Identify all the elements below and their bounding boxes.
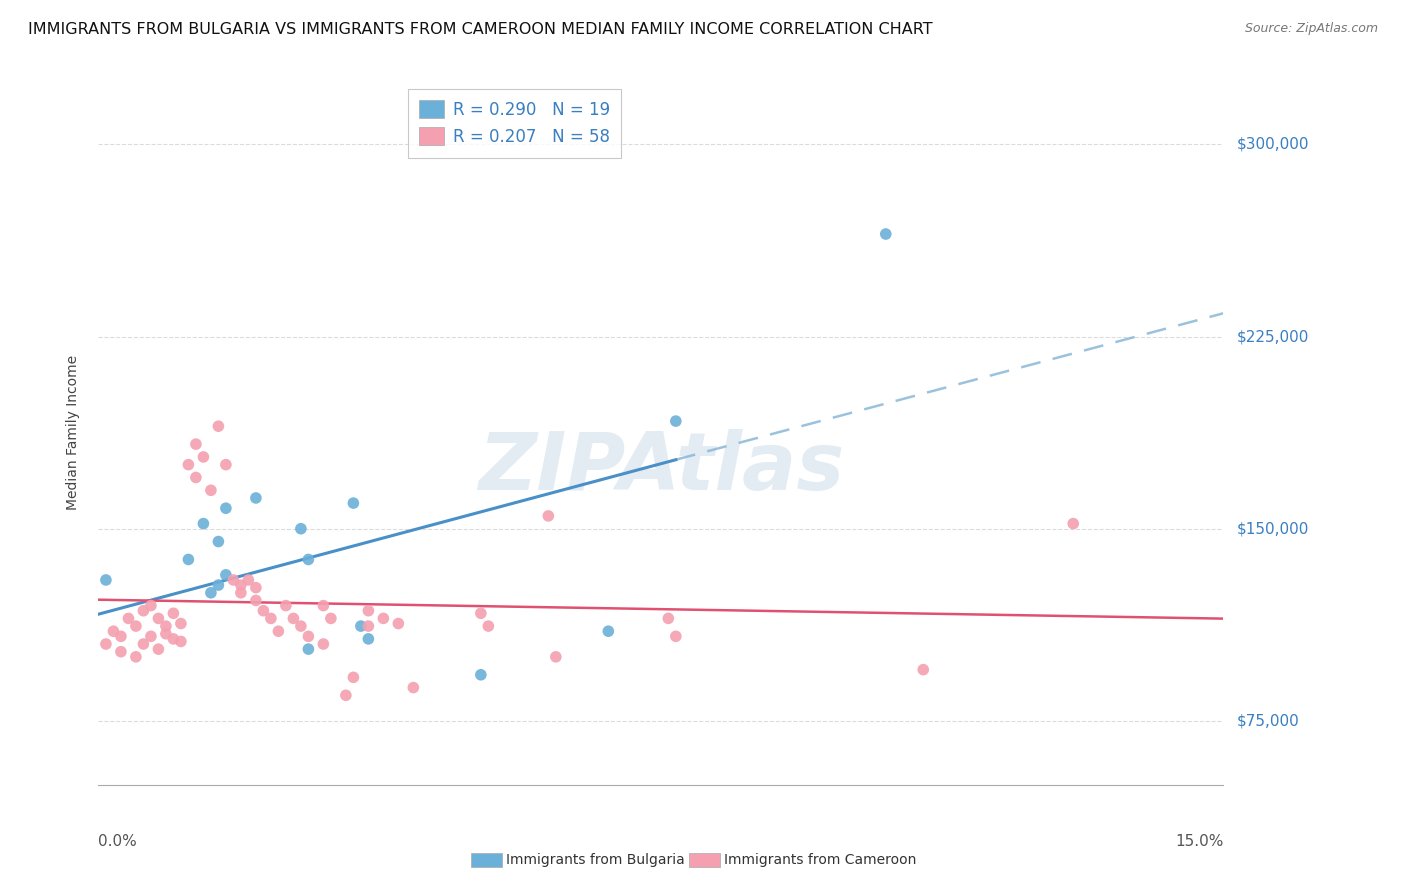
Point bbox=[162, 632, 184, 646]
Text: $75,000: $75,000 bbox=[1237, 714, 1301, 729]
Text: 15.0%: 15.0% bbox=[1175, 834, 1223, 849]
Point bbox=[245, 581, 267, 595]
Point bbox=[297, 642, 319, 657]
Point bbox=[148, 611, 170, 625]
Point bbox=[125, 649, 148, 664]
Point bbox=[357, 632, 380, 646]
Point bbox=[110, 629, 132, 643]
Point bbox=[177, 458, 200, 472]
Legend: R = 0.290   N = 19, R = 0.207   N = 58: R = 0.290 N = 19, R = 0.207 N = 58 bbox=[408, 88, 621, 158]
Point bbox=[297, 552, 319, 566]
Point bbox=[267, 624, 290, 639]
Point bbox=[657, 611, 679, 625]
Point bbox=[117, 611, 139, 625]
Point bbox=[229, 578, 252, 592]
Point bbox=[94, 637, 117, 651]
Point bbox=[544, 649, 567, 664]
Point bbox=[155, 619, 177, 633]
Point bbox=[193, 450, 215, 464]
Point bbox=[912, 663, 935, 677]
Point bbox=[290, 619, 312, 633]
Point bbox=[148, 642, 170, 657]
Text: $150,000: $150,000 bbox=[1237, 521, 1309, 536]
Point bbox=[335, 688, 357, 702]
Point bbox=[245, 593, 267, 607]
Point bbox=[387, 616, 409, 631]
Text: $225,000: $225,000 bbox=[1237, 329, 1309, 344]
Point bbox=[402, 681, 425, 695]
Point bbox=[319, 611, 342, 625]
Point bbox=[215, 458, 238, 472]
Point bbox=[342, 496, 364, 510]
Point bbox=[184, 470, 207, 484]
Point bbox=[290, 522, 312, 536]
Point bbox=[665, 629, 688, 643]
Point bbox=[155, 627, 177, 641]
Point bbox=[170, 634, 193, 648]
Point bbox=[283, 611, 305, 625]
Point bbox=[598, 624, 620, 639]
Text: ZIPAtlas: ZIPAtlas bbox=[478, 429, 844, 507]
Point bbox=[207, 534, 229, 549]
Point bbox=[373, 611, 395, 625]
Point bbox=[162, 607, 184, 621]
Text: Source: ZipAtlas.com: Source: ZipAtlas.com bbox=[1244, 22, 1378, 36]
Point bbox=[132, 637, 155, 651]
Point bbox=[245, 491, 267, 505]
Text: Immigrants from Bulgaria: Immigrants from Bulgaria bbox=[506, 853, 685, 867]
Point bbox=[537, 508, 560, 523]
Point bbox=[125, 619, 148, 633]
Point bbox=[312, 599, 335, 613]
Point bbox=[875, 227, 897, 241]
Point bbox=[139, 599, 162, 613]
Point bbox=[200, 483, 222, 498]
Point bbox=[312, 637, 335, 651]
Text: Immigrants from Cameroon: Immigrants from Cameroon bbox=[724, 853, 917, 867]
Point bbox=[170, 616, 193, 631]
Point bbox=[139, 629, 162, 643]
Text: 0.0%: 0.0% bbox=[98, 834, 138, 849]
Point bbox=[470, 607, 492, 621]
Point bbox=[357, 619, 380, 633]
Point bbox=[260, 611, 283, 625]
Point bbox=[297, 629, 319, 643]
Point bbox=[207, 578, 229, 592]
Point bbox=[252, 604, 274, 618]
Point bbox=[1062, 516, 1084, 531]
Text: IMMIGRANTS FROM BULGARIA VS IMMIGRANTS FROM CAMEROON MEDIAN FAMILY INCOME CORREL: IMMIGRANTS FROM BULGARIA VS IMMIGRANTS F… bbox=[28, 22, 932, 37]
Point bbox=[110, 645, 132, 659]
Point bbox=[200, 586, 222, 600]
Point bbox=[274, 599, 297, 613]
Point bbox=[207, 419, 229, 434]
Point bbox=[350, 619, 373, 633]
Point bbox=[132, 604, 155, 618]
Y-axis label: Median Family Income: Median Family Income bbox=[66, 355, 80, 510]
Point bbox=[184, 437, 207, 451]
Point bbox=[238, 573, 260, 587]
Point bbox=[177, 552, 200, 566]
Point bbox=[103, 624, 125, 639]
Point bbox=[357, 604, 380, 618]
Point bbox=[342, 670, 364, 684]
Point bbox=[215, 501, 238, 516]
Point bbox=[193, 516, 215, 531]
Point bbox=[215, 567, 238, 582]
Point bbox=[470, 667, 492, 681]
Point bbox=[229, 586, 252, 600]
Text: $300,000: $300,000 bbox=[1237, 136, 1309, 152]
Point bbox=[94, 573, 117, 587]
Point bbox=[665, 414, 688, 428]
Point bbox=[477, 619, 499, 633]
Point bbox=[222, 573, 245, 587]
